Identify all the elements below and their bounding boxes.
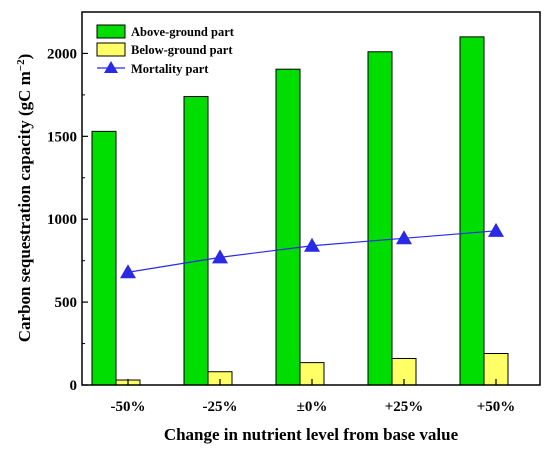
plot-frame [81,11,541,386]
mortality-line-layer [120,222,504,279]
x-axis: -50% -25% ±0% +25% +50% [111,379,516,415]
mortality-marker-4 [488,222,504,237]
bars-layer [91,36,509,386]
y-axis-label-sup: −2 [15,59,27,71]
x-tick-label-3: +25% [385,399,424,415]
legend-label-above-ground: Above-ground part [131,25,235,39]
y-tick-label-4: 2000 [47,46,77,62]
x-tick-label-2: ±0% [297,399,328,415]
bar-above-ground-1 [183,96,209,386]
y-tick-label-3: 1500 [47,129,77,145]
legend-swatch-below-ground [96,42,126,57]
legend-label-below-ground: Below-ground part [131,43,233,57]
legend-label-mortality: Mortality part [131,62,209,76]
y-axis-label-end: ) [15,54,34,60]
x-tick-label-0: -50% [111,399,146,415]
mortality-marker-1 [212,249,228,264]
y-tick-label-0: 0 [70,378,78,394]
legend: Above-ground part Below-ground part Mort… [96,24,235,76]
y-tick-label-1: 500 [55,295,78,311]
y-axis-label-main: Carbon sequestration capacity (gC m [15,71,34,342]
bar-above-ground-2 [275,68,301,386]
x-tick-label-1: -25% [203,399,238,415]
mortality-marker-0 [120,264,136,279]
y-axis: 0 500 1000 1500 2000 [47,11,88,394]
legend-marker-mortality [104,61,118,73]
x-tick-label-4: +50% [477,399,516,415]
bar-above-ground-0 [91,130,117,386]
bar-above-ground-3 [367,51,393,386]
x-axis-label: Change in nutrient level from base value [164,425,459,444]
mortality-marker-3 [396,230,412,245]
y-tick-label-2: 1000 [47,212,77,228]
legend-swatch-above-ground [96,24,126,39]
y-axis-label: Carbon sequestration capacity (gC m−2) [15,54,34,343]
mortality-marker-2 [304,237,320,252]
bar-above-ground-4 [459,36,485,386]
